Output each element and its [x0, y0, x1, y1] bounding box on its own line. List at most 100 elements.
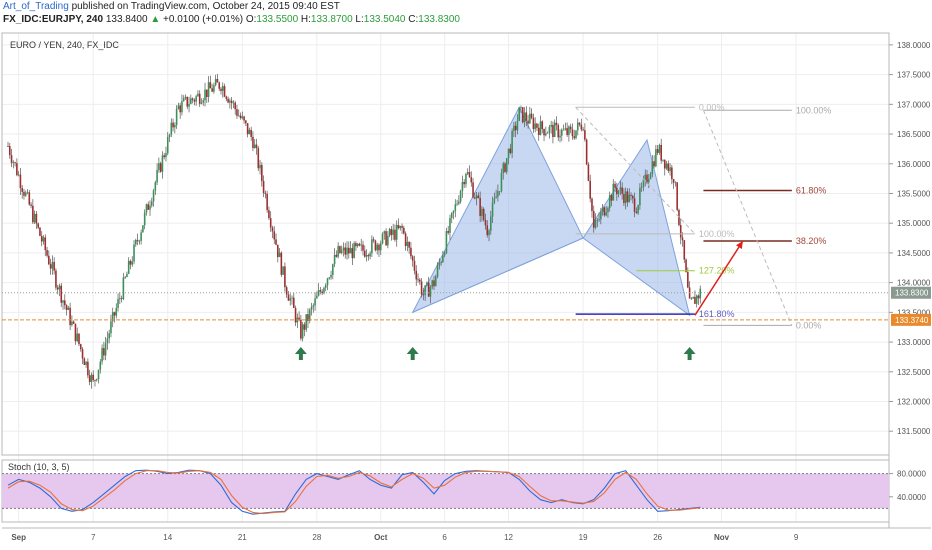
candle-body: [434, 276, 437, 287]
price-tick-label: 134.0000: [897, 279, 931, 288]
candle-body: [381, 233, 384, 244]
symbol-line: FX_IDC:EURJPY, 240 133.8400 ▲ +0.0100 (+…: [3, 14, 460, 26]
candle-body: [578, 122, 581, 125]
candle-body: [475, 195, 478, 199]
candle-body: [209, 82, 212, 89]
candle-body: [323, 287, 325, 294]
candle-body: [546, 132, 549, 134]
price-axis[interactable]: 138.0000 137.5000 137.0000 136.5000 136.0000…: [889, 41, 931, 436]
candle-body: [388, 229, 391, 236]
candle-body: [131, 261, 134, 265]
candle-body: [181, 101, 183, 113]
price-tick-label: 135.5000: [897, 189, 931, 198]
candle-body: [97, 369, 100, 380]
up-arrow-icon: [406, 347, 419, 360]
candle-body: [498, 191, 501, 192]
candle-body: [314, 298, 316, 306]
candle-body: [326, 278, 329, 286]
candle-body: [486, 225, 489, 236]
pattern-bcd: [582, 138, 691, 317]
high-value: 133.8700: [310, 14, 353, 25]
candle-body: [692, 296, 694, 299]
candle-body: [37, 223, 39, 228]
candle-body: [550, 124, 552, 127]
fib-left-label: 127.20%: [699, 266, 735, 276]
candle-body: [62, 300, 64, 303]
candle-body: [466, 172, 469, 174]
candle-body: [76, 333, 79, 342]
candle-body: [198, 93, 201, 104]
price-change: +0.0100 (+0.01%): [163, 14, 244, 25]
harmonic-pattern: [411, 106, 691, 317]
candle-body: [277, 244, 279, 258]
candle-body: [660, 144, 662, 161]
candle-body: [356, 243, 359, 247]
low-label: L:: [355, 14, 364, 25]
candle-body: [184, 96, 187, 99]
candle-body: [101, 348, 103, 362]
candle-body: [458, 201, 460, 204]
candle-body: [438, 263, 441, 266]
candle-body: [513, 125, 515, 132]
candle-body: [596, 219, 599, 221]
candle-body: [225, 96, 228, 99]
candle-body: [158, 163, 160, 170]
candle-body: [253, 144, 256, 149]
support-price-tag-bg: [891, 313, 931, 326]
candle-body: [497, 191, 499, 197]
candle-body: [117, 298, 119, 308]
candle-body: [232, 102, 235, 104]
time-tick-label: 6: [442, 533, 447, 542]
fib-left-label: 161.80%: [699, 309, 735, 319]
time-tick-label: Nov: [714, 533, 730, 542]
candle-body: [143, 212, 146, 226]
candle-body: [543, 129, 545, 136]
candle-body: [576, 122, 579, 131]
candle-body: [390, 229, 393, 235]
candle-body: [213, 85, 215, 92]
publish-line: Art_of_Trading published on TradingView.…: [3, 1, 340, 13]
candle-body: [481, 208, 483, 216]
candle-body: [585, 139, 588, 165]
author-link[interactable]: Art_of_Trading: [3, 1, 69, 12]
candle-body: [312, 305, 315, 307]
fib-right-label: 100.00%: [796, 105, 832, 115]
candle-body: [39, 227, 41, 236]
price-lines: [2, 292, 889, 321]
candle-body: [555, 122, 558, 126]
candle-body: [399, 225, 402, 229]
candle-body: [429, 287, 432, 297]
candle-body: [90, 374, 93, 382]
candle-body: [365, 255, 368, 257]
candle-body: [193, 99, 196, 102]
candle-body: [419, 279, 421, 282]
candle-body: [88, 375, 91, 382]
candle-body: [85, 361, 87, 365]
candle-body: [463, 182, 465, 185]
candle-body: [610, 195, 613, 201]
candle-body: [239, 115, 242, 119]
candle-body: [450, 212, 453, 219]
stoch-d-line: [7, 470, 701, 515]
candle-body: [454, 204, 457, 211]
main-pane-title: EURO / YEN, 240, FX_IDC: [10, 40, 119, 50]
candle-body: [42, 237, 45, 242]
candle-body: [575, 130, 577, 139]
candle-body: [385, 231, 387, 246]
candle-body: [658, 144, 661, 153]
candle-body: [262, 181, 265, 194]
candle-body: [447, 231, 449, 233]
candle-body: [633, 198, 636, 212]
fib-left-diagonal: [575, 106, 696, 235]
candle-body: [470, 177, 473, 183]
candle-body: [632, 195, 634, 199]
candle-body: [87, 361, 89, 376]
time-axis[interactable]: Sep 7 14 21 28 Oct 6 12 19 26 Nov 9: [11, 533, 799, 542]
candle-body: [200, 102, 203, 104]
candle-body: [48, 255, 50, 265]
candle-body: [74, 323, 77, 342]
candle-body: [376, 244, 378, 251]
candle-body: [681, 237, 684, 241]
candle-body: [436, 265, 439, 277]
